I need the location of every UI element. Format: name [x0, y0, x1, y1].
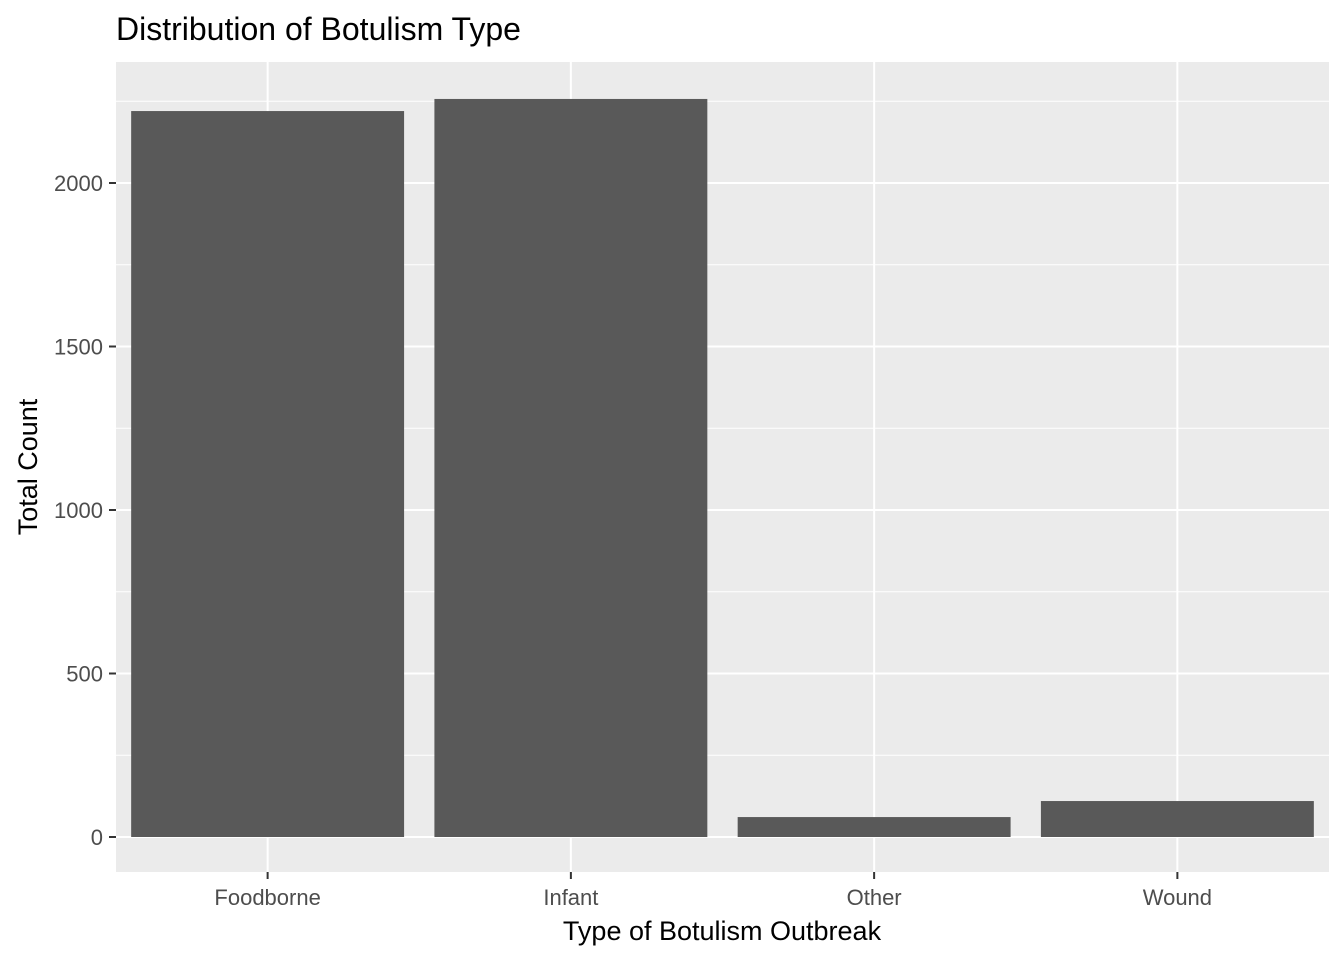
y-tick-label: 1500	[54, 334, 103, 359]
x-axis-label: Type of Botulism Outbreak	[563, 916, 882, 946]
x-tick-label: Other	[847, 885, 902, 910]
y-tick-label: 2000	[54, 171, 103, 196]
x-tick-label: Infant	[543, 885, 598, 910]
x-tick-label: Foodborne	[214, 885, 320, 910]
y-tick-label: 500	[66, 662, 103, 687]
chart-title: Distribution of Botulism Type	[116, 11, 521, 47]
bar-foodborne	[131, 111, 405, 838]
y-tick-label: 1000	[54, 498, 103, 523]
y-tick-label: 0	[91, 825, 103, 850]
bar-infant	[434, 98, 708, 838]
bar-other	[737, 817, 1011, 838]
x-tick-label: Wound	[1143, 885, 1212, 910]
bar-wound	[1040, 801, 1314, 838]
y-axis-label: Total Count	[13, 398, 43, 535]
